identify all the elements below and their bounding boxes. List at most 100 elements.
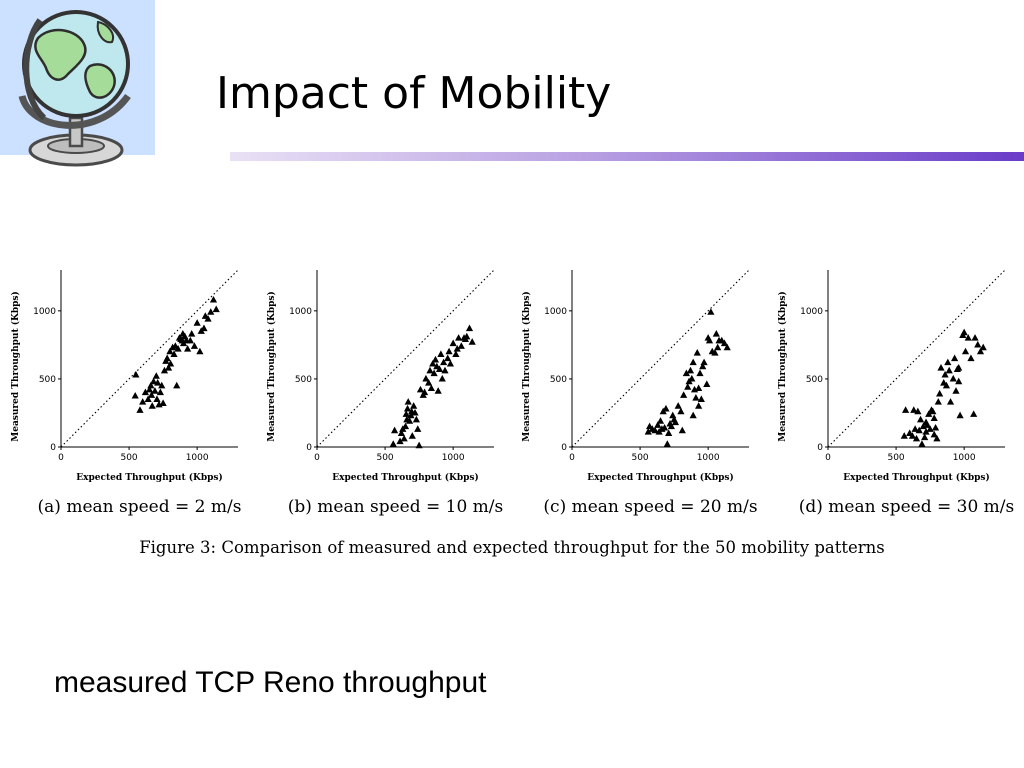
data-point <box>949 374 957 382</box>
data-point <box>465 324 474 332</box>
data-point <box>656 417 665 424</box>
data-point <box>970 410 978 417</box>
data-point <box>912 434 921 442</box>
x-tick-label: 0 <box>825 453 831 463</box>
x-axis-label: Expected Throughput (Kbps) <box>76 472 223 483</box>
data-point <box>411 408 419 416</box>
data-point <box>705 336 714 344</box>
scatter-plot-4: 0 500 1000 0 500 1000 Expected Throughput (Kbp… <box>777 269 1014 517</box>
data-point <box>207 308 215 315</box>
reference-line <box>60 269 239 448</box>
data-point <box>925 410 933 417</box>
y-axis-label: Measured Throughput (Kbps) <box>10 291 21 442</box>
data-point <box>689 358 697 366</box>
data-point <box>412 415 420 423</box>
data-point <box>200 324 208 332</box>
data-point <box>159 399 167 407</box>
x-axis-label: Expected Throughput (Kbps) <box>587 472 734 483</box>
scatter-plot-1: 0 500 1000 0 500 1000 Expected Throughput (Kbp… <box>10 269 242 517</box>
y-axis-label: Measured Throughput (Kbps) <box>777 291 788 442</box>
data-point <box>934 398 942 405</box>
data-point <box>696 369 704 377</box>
y-tick-label: 500 <box>806 375 823 385</box>
data-point <box>695 402 703 409</box>
data-point <box>212 305 220 313</box>
data-point <box>720 339 729 347</box>
data-point <box>166 347 174 355</box>
data-point <box>425 379 433 386</box>
y-tick-label: 1000 <box>289 307 312 317</box>
data-point <box>916 415 925 423</box>
logo-panel <box>0 0 155 167</box>
y-tick-label: 0 <box>561 443 567 453</box>
data-point <box>929 407 937 415</box>
data-point <box>915 426 923 434</box>
data-point <box>153 395 161 402</box>
data-point <box>402 410 410 417</box>
data-point <box>152 372 160 379</box>
y-tick-label: 0 <box>50 443 56 453</box>
data-point <box>190 342 199 349</box>
x-axis-label: Expected Throughput (Kbps) <box>843 472 990 483</box>
data-point <box>455 334 463 341</box>
x-tick-label: 1000 <box>953 453 976 463</box>
data-point <box>946 398 955 405</box>
data-point <box>921 433 929 441</box>
data-point <box>410 402 418 409</box>
data-point <box>930 430 938 438</box>
y-axis-label: Measured Throughput (Kbps) <box>266 291 277 442</box>
figure-caption: Figure 3: Comparison of measured and exp… <box>139 538 885 557</box>
data-point <box>955 377 963 385</box>
data-point <box>689 411 697 419</box>
data-point <box>429 359 437 367</box>
data-point <box>723 343 731 351</box>
data-point <box>173 381 181 389</box>
data-point <box>941 370 949 378</box>
data-point <box>209 295 218 303</box>
data-point <box>671 418 680 426</box>
bottom-caption: measured TCP Reno throughput <box>54 666 487 699</box>
data-point <box>937 364 945 371</box>
data-point <box>170 350 178 358</box>
y-tick-label: 500 <box>295 375 312 385</box>
data-point <box>426 366 434 374</box>
data-point <box>680 391 688 398</box>
data-point <box>918 440 926 447</box>
data-point <box>961 347 970 355</box>
data-point <box>131 391 139 399</box>
data-point <box>644 428 652 435</box>
data-point <box>463 332 471 340</box>
reference-line <box>316 269 495 448</box>
x-tick-label: 500 <box>120 453 137 463</box>
data-point <box>400 434 408 442</box>
data-point <box>926 425 934 432</box>
data-point <box>163 354 171 362</box>
data-point <box>936 389 944 397</box>
data-point <box>160 366 169 374</box>
subplot-caption: (c) mean speed = 20 m/s <box>543 497 757 517</box>
data-point <box>434 387 442 394</box>
data-point <box>964 334 972 341</box>
data-point <box>147 391 156 398</box>
y-axis-label: Measured Throughput (Kbps) <box>521 291 532 442</box>
data-point <box>930 414 938 422</box>
data-point <box>686 366 695 374</box>
data-point <box>401 422 410 430</box>
data-point <box>414 425 422 432</box>
data-point <box>703 380 711 387</box>
data-point <box>933 434 941 442</box>
data-point <box>416 385 425 393</box>
data-point <box>662 404 670 412</box>
data-point <box>193 319 201 326</box>
subplot-caption: (a) mean speed = 2 m/s <box>38 497 242 517</box>
y-tick-label: 1000 <box>544 307 567 317</box>
slide-title: Impact of Mobility <box>216 68 612 119</box>
data-point <box>667 422 675 430</box>
data-point <box>951 354 959 362</box>
data-point <box>922 428 930 435</box>
x-tick-label: 0 <box>314 453 320 463</box>
data-point <box>437 350 445 358</box>
scatter-plot-2: 0 500 1000 0 500 1000 Expected Throughput (Kbp… <box>266 269 503 517</box>
data-point <box>404 398 412 405</box>
data-point <box>711 349 719 356</box>
